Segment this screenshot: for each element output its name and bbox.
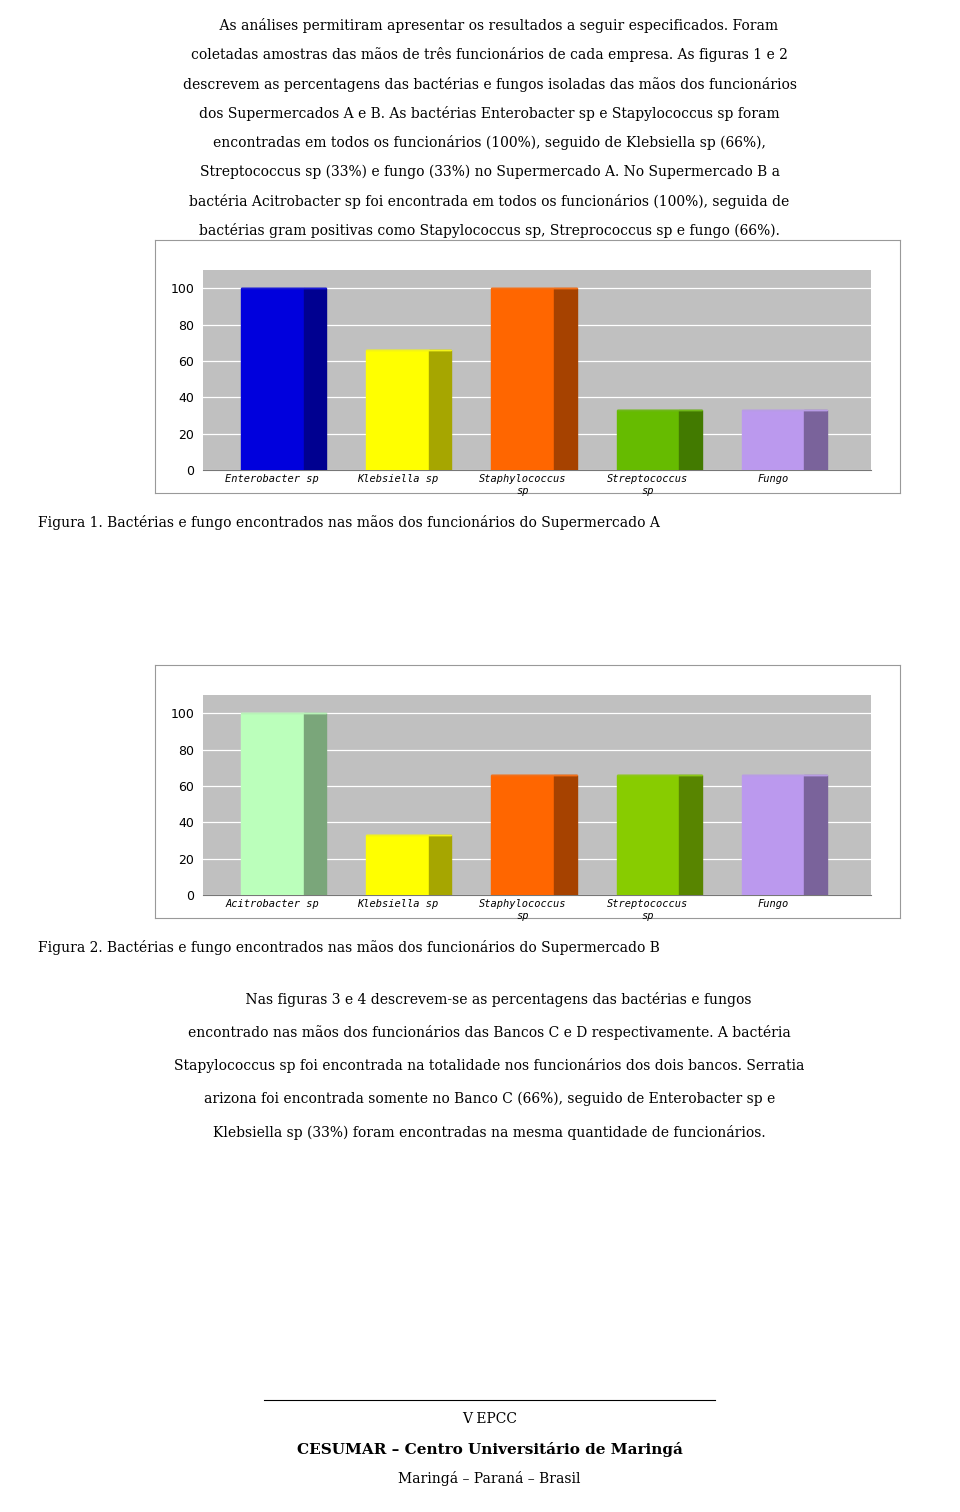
Text: V EPCC: V EPCC (462, 1412, 517, 1426)
Text: Figura 1. Bactérias e fungo encontrados nas mãos dos funcionários do Supermercad: Figura 1. Bactérias e fungo encontrados … (38, 514, 660, 529)
Text: Nas figuras 3 e 4 descrevem-se as percentagens das bactérias e fungos: Nas figuras 3 e 4 descrevem-se as percen… (228, 992, 752, 1007)
Text: encontrado nas mãos dos funcionários das Bancos C e D respectivamente. A bactéri: encontrado nas mãos dos funcionários das… (188, 1025, 791, 1040)
Text: encontradas em todos os funcionários (100%), seguido de Klebsiella sp (66%),: encontradas em todos os funcionários (10… (213, 135, 766, 150)
Text: dos Supermercados A e B. As bactérias Enterobacter sp e Stapylococcus sp foram: dos Supermercados A e B. As bactérias En… (200, 106, 780, 121)
Polygon shape (804, 776, 827, 895)
Polygon shape (303, 714, 326, 895)
Bar (616, 776, 680, 895)
Text: bactéria Acitrobacter sp foi encontrada em todos os funcionários (100%), seguida: bactéria Acitrobacter sp foi encontrada … (189, 194, 790, 209)
Bar (241, 289, 303, 470)
Text: CESUMAR – Centro Universitário de Maringá: CESUMAR – Centro Universitário de Maring… (297, 1442, 683, 1458)
Polygon shape (429, 835, 451, 895)
Polygon shape (554, 289, 577, 470)
Bar (366, 349, 429, 470)
Bar (742, 410, 804, 470)
Text: As análises permitiram apresentar os resultados a seguir especificados. Foram: As análises permitiram apresentar os res… (202, 18, 778, 33)
Polygon shape (429, 349, 451, 470)
Bar (366, 835, 429, 895)
Bar (492, 776, 554, 895)
Polygon shape (303, 289, 326, 470)
Text: coletadas amostras das mãos de três funcionários de cada empresa. As figuras 1 e: coletadas amostras das mãos de três func… (191, 47, 788, 62)
Text: Stapylococcus sp foi encontrada na totalidade nos funcionários dos dois bancos. : Stapylococcus sp foi encontrada na total… (175, 1058, 804, 1074)
Text: arizona foi encontrada somente no Banco C (66%), seguido de Enterobacter sp e: arizona foi encontrada somente no Banco … (204, 1092, 776, 1107)
Polygon shape (680, 410, 702, 470)
Text: Klebsiella sp (33%) foram encontradas na mesma quantidade de funcionários.: Klebsiella sp (33%) foram encontradas na… (213, 1125, 766, 1140)
Text: descrevem as percentagens das bactérias e fungos isoladas das mãos dos funcionár: descrevem as percentagens das bactérias … (182, 77, 797, 92)
Text: bactérias gram positivas como Stapylococcus sp, Streprococcus sp e fungo (66%).: bactérias gram positivas como Stapylococ… (199, 224, 780, 237)
Polygon shape (680, 776, 702, 895)
Bar (241, 714, 303, 895)
Text: Streptococcus sp (33%) e fungo (33%) no Supermercado A. No Supermercado B a: Streptococcus sp (33%) e fungo (33%) no … (200, 165, 780, 178)
Polygon shape (804, 410, 827, 470)
Bar (616, 410, 680, 470)
Text: Maringá – Paraná – Brasil: Maringá – Paraná – Brasil (398, 1471, 581, 1486)
Polygon shape (554, 776, 577, 895)
Bar (492, 289, 554, 470)
Text: Figura 2. Bactérias e fungo encontrados nas mãos dos funcionários do Supermercad: Figura 2. Bactérias e fungo encontrados … (38, 939, 660, 954)
Bar (742, 776, 804, 895)
